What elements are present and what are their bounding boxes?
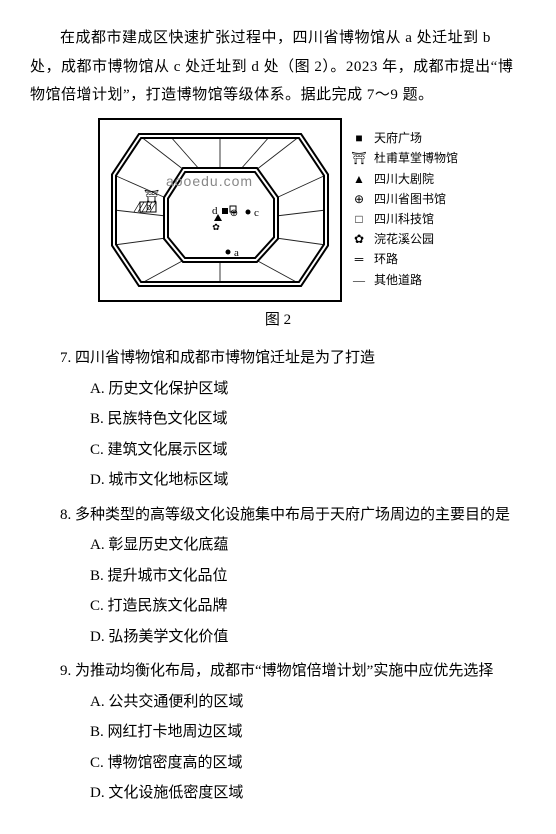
svg-text:d: d	[212, 205, 218, 217]
svg-text:c: c	[254, 207, 259, 219]
option: A. 彰显历史文化底蕴	[90, 531, 526, 560]
svg-text:⊕: ⊕	[230, 208, 238, 219]
question-stem: 8. 多种类型的高等级文化设施集中布局于天府广场周边的主要目的是	[60, 501, 526, 530]
question-block: 8. 多种类型的高等级文化设施集中布局于天府广场周边的主要目的是A. 彰显历史文…	[60, 501, 526, 652]
legend-label: 天府广场	[374, 129, 422, 148]
passage-intro: 在成都市建成区快速扩张过程中，四川省博物馆从 a 处迁址到 b 处，成都市博物馆…	[30, 24, 526, 110]
legend-symbol: ═	[350, 250, 368, 269]
map-legend: ■ 天府广场 ⛩ 杜甫草堂博物馆 ▲ 四川大剧院 ⊕ 四川省图书馆 □ 四川科技馆 ✿ 浣花溪公园 ═ 环…	[350, 128, 458, 291]
legend-label: 四川省图书馆	[374, 190, 446, 209]
map-diagram: ⛩⊕✿abcd aooedu.com	[98, 118, 342, 302]
legend-label: 杜甫草堂博物馆	[374, 149, 458, 168]
svg-text:a: a	[234, 247, 239, 259]
option: D. 城市文化地标区域	[90, 466, 526, 495]
legend-item: ⊕ 四川省图书馆	[350, 190, 458, 209]
option: C. 打造民族文化品牌	[90, 592, 526, 621]
question-stem: 9. 为推动均衡化布局，成都市“博物馆倍增计划”实施中应优先选择	[60, 657, 526, 686]
legend-item: □ 四川科技馆	[350, 210, 458, 229]
legend-symbol: ✿	[350, 230, 368, 249]
svg-text:b: b	[146, 201, 152, 213]
legend-symbol: —	[350, 271, 368, 290]
option: B. 民族特色文化区域	[90, 405, 526, 434]
option: D. 弘扬美学文化价值	[90, 623, 526, 652]
legend-symbol: ▲	[350, 170, 368, 189]
legend-symbol: ⛩	[350, 149, 368, 168]
legend-item: ▲ 四川大剧院	[350, 170, 458, 189]
legend-item: ⛩ 杜甫草堂博物馆	[350, 149, 458, 168]
option: C. 博物馆密度高的区域	[90, 749, 526, 778]
legend-label: 其他道路	[374, 271, 422, 290]
legend-item: ═ 环路	[350, 250, 458, 269]
figure-caption: 图 2	[30, 306, 526, 335]
legend-label: 四川大剧院	[374, 170, 434, 189]
legend-item: ■ 天府广场	[350, 129, 458, 148]
legend-symbol: ■	[350, 129, 368, 148]
legend-label: 环路	[374, 250, 398, 269]
option: D. 文化设施低密度区域	[90, 779, 526, 808]
figure-container: ⛩⊕✿abcd aooedu.com ■天府广场⛩杜甫草堂博物馆▲四川大剧院⊕四…	[30, 118, 526, 302]
question-block: 9. 为推动均衡化布局，成都市“博物馆倍增计划”实施中应优先选择A. 公共交通便…	[60, 657, 526, 808]
legend-symbol: □	[350, 210, 368, 229]
option: A. 公共交通便利的区域	[90, 688, 526, 717]
option: B. 网红打卡地周边区域	[90, 718, 526, 747]
question-stem: 7. 四川省博物馆和成都市博物馆迁址是为了打造	[60, 344, 526, 373]
map-svg: ⛩⊕✿abcd	[100, 120, 340, 300]
legend-label: 浣花溪公园	[374, 230, 434, 249]
question-block: 7. 四川省博物馆和成都市博物馆迁址是为了打造A. 历史文化保护区域B. 民族特…	[60, 344, 526, 495]
option: B. 提升城市文化品位	[90, 562, 526, 591]
legend-item: — 其他道路	[350, 271, 458, 290]
legend-symbol: ⊕	[350, 190, 368, 209]
option: A. 历史文化保护区域	[90, 375, 526, 404]
svg-text:✿: ✿	[212, 222, 220, 232]
option: C. 建筑文化展示区域	[90, 436, 526, 465]
legend-item: ✿ 浣花溪公园	[350, 230, 458, 249]
legend-label: 四川科技馆	[374, 210, 434, 229]
